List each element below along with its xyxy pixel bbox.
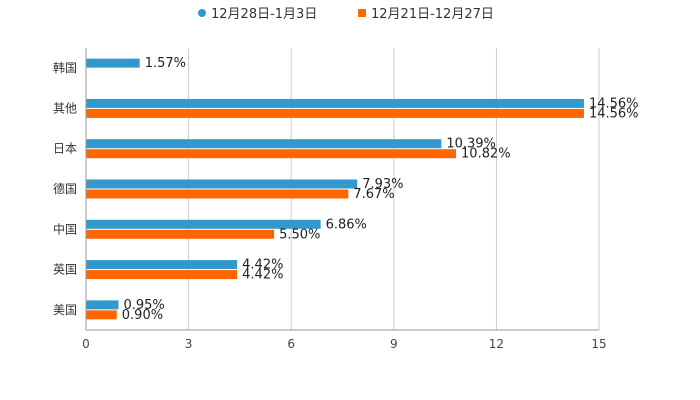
- bar-series2: [86, 108, 584, 118]
- y-category-label: 德国: [53, 181, 77, 196]
- y-category-label: 其他: [53, 101, 77, 115]
- legend-item-series2[interactable]: 12月21日-12月27日: [358, 7, 494, 22]
- data-label: 14.56%: [589, 96, 639, 111]
- legend[interactable]: 12月28日-1月3日 12月21日-12月27日: [198, 7, 494, 22]
- legend-label: 12月28日-1月3日: [211, 7, 317, 22]
- data-label: 0.90%: [122, 308, 163, 323]
- bar-series1: [86, 98, 584, 108]
- legend-item-series1[interactable]: 12月28日-1月3日: [198, 7, 317, 22]
- x-tick-label: 3: [185, 337, 193, 351]
- data-label: 5.50%: [279, 227, 320, 242]
- legend-label: 12月21日-12月27日: [371, 7, 494, 22]
- bar-series1: [86, 58, 140, 68]
- legend-marker: [358, 9, 366, 17]
- bars-layer: 1.57% 14.56%14.56% 10.39%10.82% 7.93%7.67% 6…: [86, 56, 639, 323]
- data-label: 10.82%: [461, 147, 511, 162]
- data-label: 6.86%: [326, 217, 367, 232]
- x-tick-label: 15: [591, 337, 606, 351]
- data-label: 7.67%: [353, 187, 394, 202]
- bar-series1: [86, 260, 238, 270]
- y-category-label: 中国: [53, 221, 77, 236]
- data-label: 4.42%: [242, 268, 283, 283]
- data-label: 7.93%: [362, 177, 403, 192]
- bar-series1: [86, 179, 358, 189]
- data-label: 4.42%: [242, 258, 283, 273]
- data-label: 14.56%: [589, 106, 639, 121]
- x-tick-label: 0: [82, 337, 90, 351]
- legend-marker: [198, 9, 206, 17]
- bar-series2: [86, 189, 349, 199]
- data-label: 1.57%: [145, 56, 186, 71]
- y-category-label: 韩国: [53, 60, 77, 75]
- data-label: 10.39%: [446, 137, 496, 152]
- bar-series1: [86, 219, 321, 229]
- bar-series2: [86, 270, 238, 280]
- x-tick-label: 6: [287, 337, 295, 351]
- y-category-label: 日本: [53, 142, 77, 156]
- bar-series2: [86, 149, 457, 159]
- grid-layer: [188, 48, 600, 330]
- x-tick-label: 9: [390, 337, 398, 351]
- x-tick-label: 12: [489, 337, 504, 351]
- bar-series2: [86, 310, 117, 320]
- bar-series1: [86, 139, 442, 149]
- y-category-label: 英国: [53, 263, 77, 277]
- bar-series2: [86, 229, 275, 239]
- data-label: 0.95%: [123, 298, 164, 313]
- y-category-label: 美国: [53, 303, 77, 317]
- bar-series1: [86, 300, 119, 310]
